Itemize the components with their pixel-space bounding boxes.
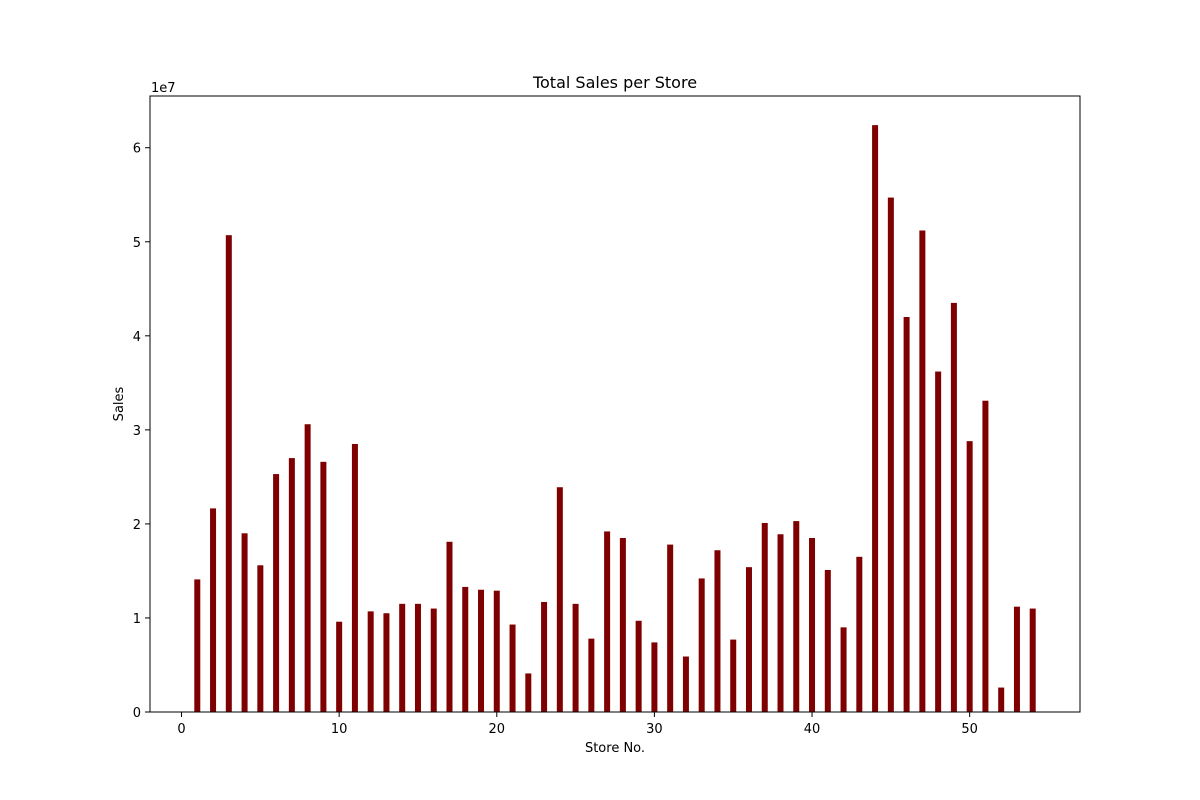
bar-store-35 <box>730 639 737 712</box>
bar-store-1 <box>194 579 201 712</box>
bar-store-8 <box>304 424 311 712</box>
bar-store-9 <box>320 461 327 712</box>
bar-store-25 <box>572 603 579 712</box>
bar-store-37 <box>761 522 768 712</box>
bar-store-34 <box>714 550 721 712</box>
bar-store-13 <box>383 613 390 712</box>
bar-store-38 <box>777 534 784 712</box>
bar-store-47 <box>919 230 926 713</box>
bar-store-15 <box>414 603 421 712</box>
bar-store-48 <box>935 371 942 712</box>
bar-store-22 <box>525 673 532 712</box>
y-tick-label: 5 <box>133 236 141 251</box>
bar-store-44 <box>872 125 879 712</box>
bar-store-11 <box>351 443 358 712</box>
bar-store-23 <box>541 601 548 712</box>
y-tick-label: 2 <box>133 518 141 533</box>
y-scale-label: 1e7 <box>151 81 176 96</box>
bar-store-18 <box>462 586 469 712</box>
bar-store-4 <box>241 533 248 712</box>
bar-store-40 <box>809 538 816 712</box>
bar-store-28 <box>619 538 626 712</box>
y-tick-label: 1 <box>133 612 141 627</box>
bar-store-29 <box>635 620 642 712</box>
bar-store-39 <box>793 521 800 712</box>
y-tick-label: 4 <box>133 330 141 345</box>
bar-store-27 <box>604 531 611 712</box>
bar-store-17 <box>446 541 453 712</box>
bar-store-21 <box>509 624 516 712</box>
bar-store-24 <box>556 487 563 712</box>
bar-store-41 <box>824 569 831 712</box>
bar-store-53 <box>1013 606 1020 712</box>
bars-group <box>194 125 1036 713</box>
bar-store-32 <box>682 656 689 712</box>
bar-store-54 <box>1029 608 1036 712</box>
x-tick-label: 40 <box>804 722 821 737</box>
y-tick-label: 0 <box>133 706 141 721</box>
bar-store-46 <box>903 317 910 712</box>
x-tick-label: 0 <box>177 722 185 737</box>
x-tick-label: 50 <box>961 722 978 737</box>
bar-store-43 <box>856 556 863 712</box>
bar-store-3 <box>225 235 232 712</box>
y-tick-label: 6 <box>133 142 141 157</box>
bar-store-49 <box>950 302 957 712</box>
bar-store-14 <box>399 603 406 712</box>
x-axis-title: Store No. <box>585 741 645 756</box>
plot-frame <box>149 95 1081 713</box>
bar-store-30 <box>651 642 658 712</box>
bar-store-45 <box>887 197 894 712</box>
bar-store-52 <box>998 687 1005 712</box>
bar-store-10 <box>336 621 343 712</box>
bar-store-51 <box>982 400 989 712</box>
y-axis-title: Sales <box>112 386 127 421</box>
x-tick-label: 20 <box>489 722 506 737</box>
y-tick-label: 3 <box>133 424 141 439</box>
bar-store-7 <box>288 458 295 712</box>
bar-store-6 <box>273 474 280 712</box>
bar-store-12 <box>367 611 374 712</box>
x-tick-label: 30 <box>646 722 663 737</box>
bar-store-20 <box>493 590 500 712</box>
bar-store-31 <box>667 544 674 712</box>
bar-store-36 <box>745 567 752 712</box>
bar-store-16 <box>430 608 437 712</box>
x-ticks: 0 10 20 30 40 50 <box>177 712 978 737</box>
bar-store-26 <box>588 638 595 712</box>
chart-title: Total Sales per Store <box>532 73 697 92</box>
x-tick-label: 10 <box>331 722 348 737</box>
bar-store-50 <box>966 441 973 712</box>
bar-store-33 <box>698 578 705 712</box>
bar-store-19 <box>478 589 485 712</box>
bar-store-5 <box>257 565 264 712</box>
y-ticks: 0 1 2 3 4 5 6 <box>133 142 150 721</box>
bar-store-2 <box>210 508 217 712</box>
bar-store-42 <box>840 627 847 712</box>
